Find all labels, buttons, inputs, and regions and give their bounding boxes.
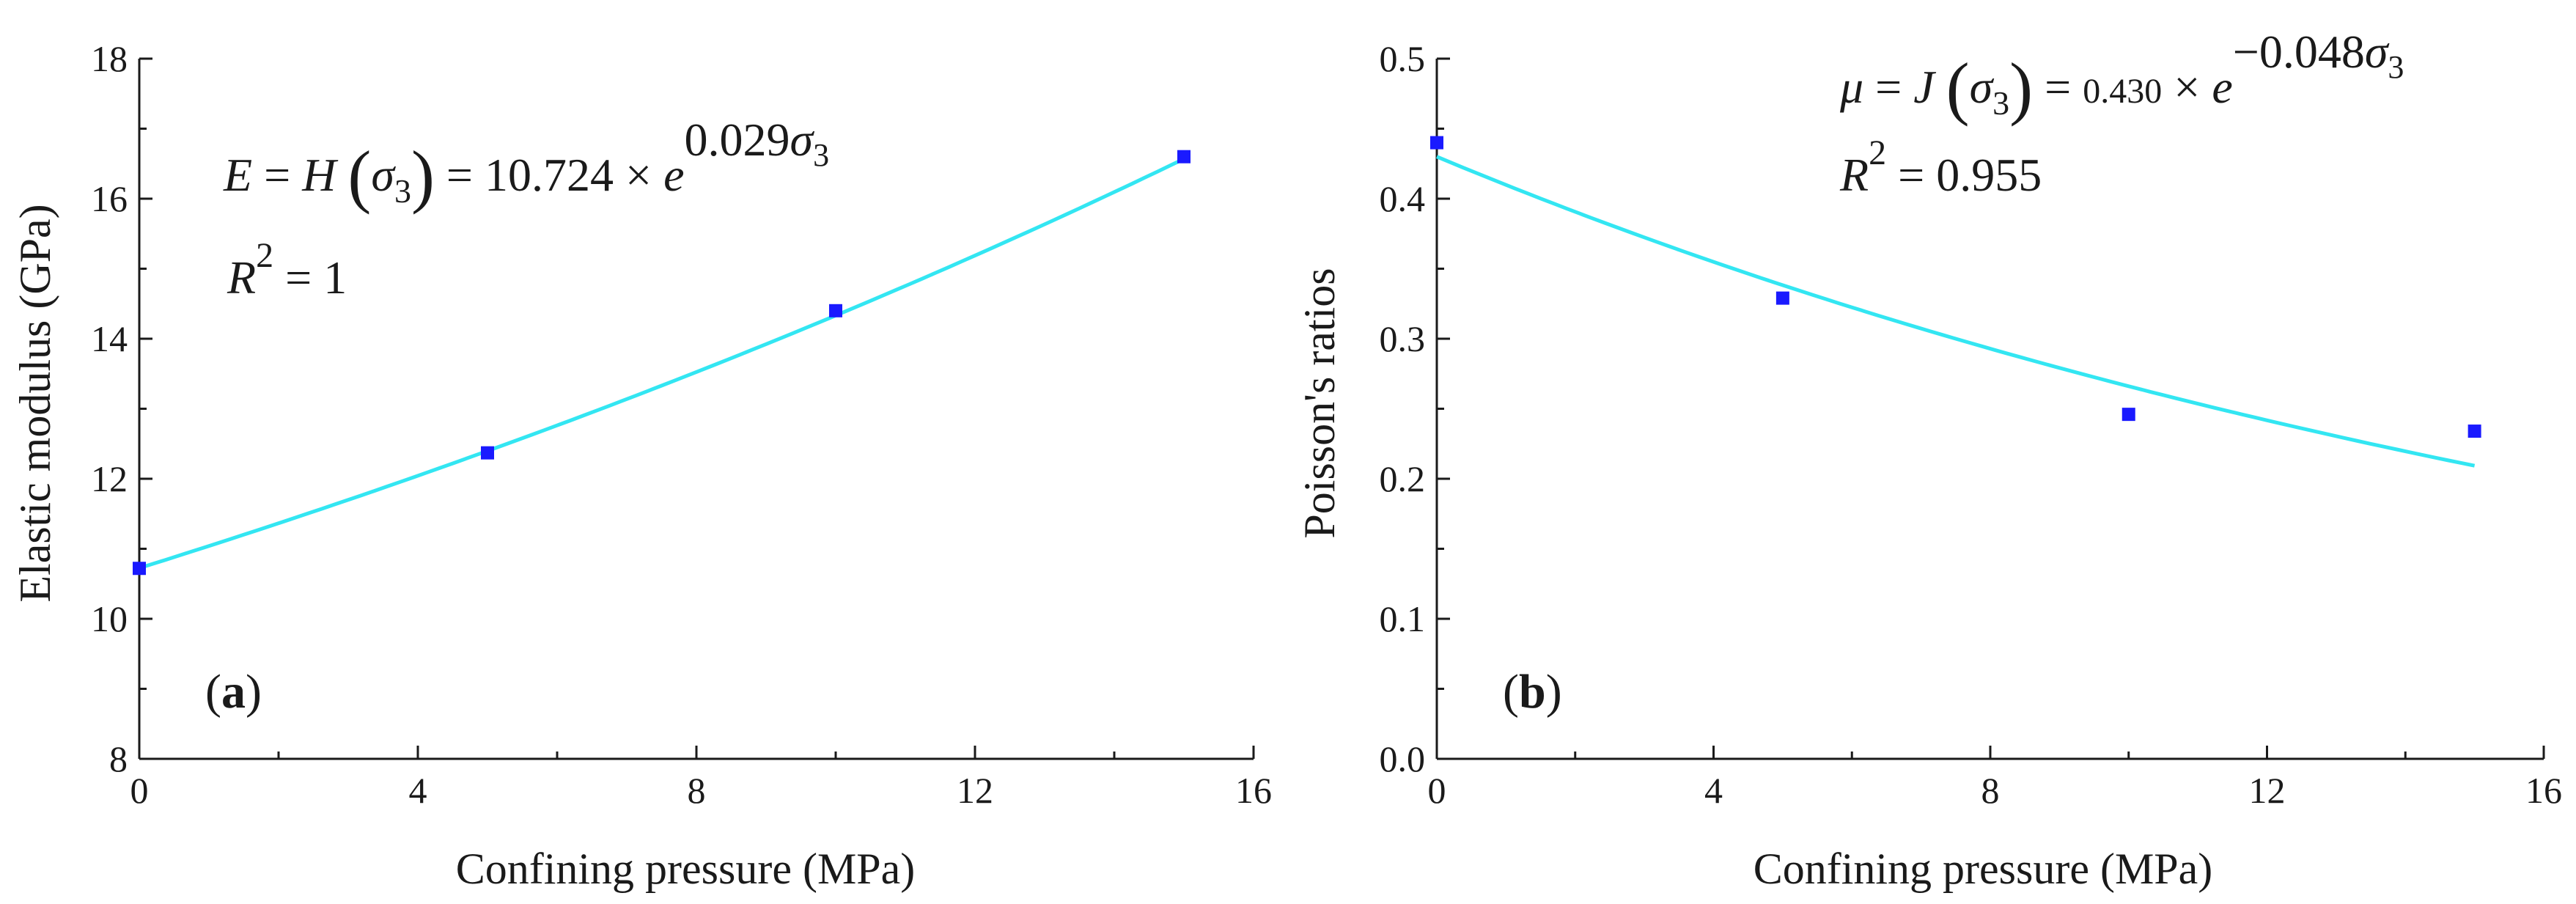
eq-b-eq1: = (1875, 61, 1902, 113)
y-tick-label-b: 0.5 (1380, 38, 1426, 79)
eq-a-rparen: ) (411, 136, 435, 215)
r2-b-var: R (1839, 149, 1869, 201)
x-tick-label-a: 8 (688, 770, 706, 811)
y-tick-label-b: 0.2 (1380, 458, 1426, 499)
y-tick-label-b: 0.0 (1380, 738, 1426, 779)
data-point-a (829, 304, 842, 317)
r2-a-value: 1 (323, 251, 347, 304)
data-point-a (481, 446, 494, 460)
data-point-b (1775, 291, 1789, 305)
eq-a-sigma: σ (371, 149, 396, 201)
y-tick-label-b: 0.3 (1380, 318, 1426, 359)
x-tick-label-a: 12 (957, 770, 993, 811)
data-points-b (1430, 136, 2481, 438)
eq-a-eq1: = (264, 149, 290, 201)
panel-letter-a: a (221, 665, 246, 719)
y-tick-label-b: 0.4 (1380, 178, 1426, 219)
y-axis-label-b: Poisson's ratios (1295, 268, 1344, 538)
eq-b-eq2: = (2045, 61, 2071, 113)
panel-letter-b: b (1519, 665, 1546, 719)
eq-b-sigma: σ (1970, 61, 1995, 113)
r2-b-value: 0.955 (1936, 149, 2042, 201)
equation-a: E = H (σ3) = 10.724 × e0.029σ3 (223, 114, 829, 215)
eq-b-lhs: μ (1839, 61, 1863, 113)
y-ticks-a: 8 10 12 14 16 18 (91, 38, 152, 779)
equation-b: μ = J (σ3) = 0.430 × e−0.048σ3 (1839, 26, 2404, 127)
x-axis-label-a: Confining pressure (MPa) (456, 845, 916, 893)
data-points-a (133, 150, 1191, 576)
eq-b-exp-sub: 3 (2388, 49, 2404, 85)
eq-a-exp-sigma: σ (790, 114, 815, 166)
x-tick-label-a: 4 (409, 770, 427, 811)
y-axis-label-a: Elastic modulus (GPa) (11, 204, 59, 602)
panel-label-a: (a) (205, 665, 262, 719)
x-tick-label-b: 16 (2525, 770, 2562, 811)
eq-a-coef: 10.724 (485, 149, 614, 201)
eq-b-exp-sigma: σ (2365, 26, 2390, 78)
data-point-b (2468, 425, 2481, 438)
eq-b-coef: 0.430 (2083, 72, 2162, 111)
eq-a-base: e (663, 149, 684, 201)
eq-b-func: J (1913, 61, 1936, 113)
x-ticks-b: 0 4 8 12 16 (1428, 746, 2562, 811)
x-tick-label-b: 4 (1704, 770, 1723, 811)
r2-b-eq: = (1898, 149, 1924, 201)
y-tick-label-a: 16 (91, 178, 128, 219)
r2-b-sup: 2 (1869, 133, 1886, 172)
r2-a-var: R (227, 251, 256, 304)
data-point-a (133, 562, 146, 576)
x-tick-label-a: 0 (130, 770, 149, 811)
eq-a-eq2: = (446, 149, 473, 201)
y-tick-label-a: 8 (109, 738, 128, 779)
data-point-b (1430, 136, 1443, 150)
eq-b-exp: −0.048 (2233, 26, 2365, 78)
y-tick-label-a: 12 (91, 458, 128, 499)
eq-b-lparen: ( (1946, 48, 1970, 127)
eq-b-base: e (2212, 61, 2232, 113)
y-tick-label-a: 18 (91, 38, 128, 79)
r-squared-b: R2 = 0.955 (1839, 122, 2042, 201)
x-ticks-a: 0 4 8 12 16 (130, 746, 1272, 811)
r2-a-sup: 2 (256, 236, 273, 275)
x-tick-label-b: 0 (1428, 770, 1446, 811)
x-tick-label-b: 12 (2249, 770, 2286, 811)
eq-b-times: × (2174, 61, 2200, 113)
x-tick-label-b: 8 (1981, 770, 2000, 811)
y-tick-label-a: 14 (91, 318, 128, 359)
y-ticks-b: 0.0 0.1 0.2 0.3 0.4 0.5 (1380, 38, 1450, 779)
eq-a-exp-sub: 3 (813, 137, 829, 173)
y-tick-label-b: 0.1 (1380, 598, 1426, 639)
y-tick-label-a: 10 (91, 598, 128, 639)
eq-b-sub: 3 (1992, 84, 2009, 122)
eq-a-lhs: E (223, 149, 252, 201)
fit-curve-b (1436, 155, 2476, 468)
r2-a-eq: = (285, 251, 312, 304)
eq-a-times: × (625, 149, 652, 201)
data-point-b (2121, 408, 2135, 422)
r-squared-a: R2 = 1 (227, 225, 347, 304)
eq-b-rparen: ) (2009, 48, 2033, 127)
data-point-a (1177, 150, 1191, 163)
x-tick-label-a: 16 (1235, 770, 1272, 811)
eq-a-func: H (301, 149, 339, 201)
eq-a-lparen: ( (347, 136, 371, 215)
eq-a-sub: 3 (394, 172, 411, 210)
x-axis-label-b: Confining pressure (MPa) (1753, 845, 2213, 893)
fit-curve-a (139, 157, 1185, 570)
chart-poissons-ratio: 0 4 8 12 16 0.0 0.1 0.2 0.3 0.4 0.5 Confining pre… (1295, 26, 2562, 893)
panel-label-b: (b) (1503, 665, 1562, 719)
eq-a-exp: 0.029 (685, 114, 790, 166)
